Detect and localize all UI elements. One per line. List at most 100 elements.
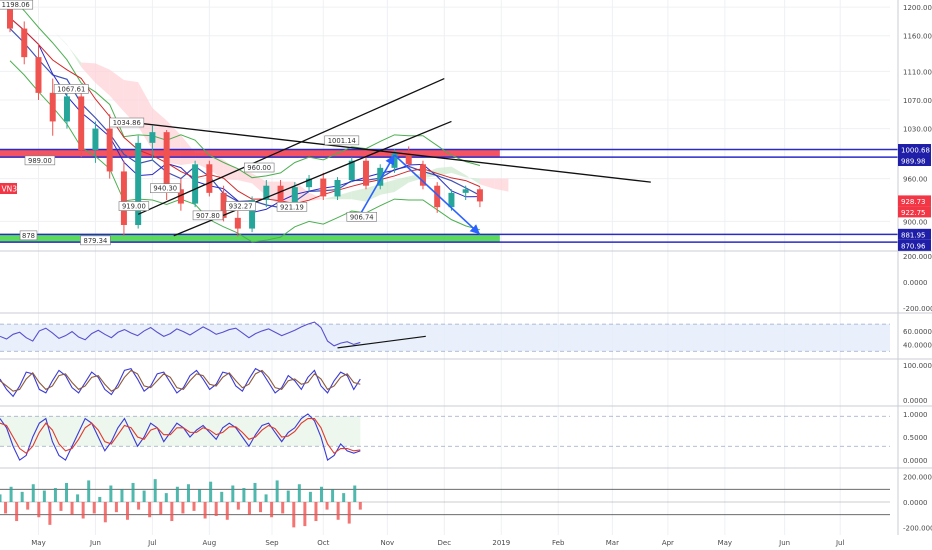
histogram-bar [259,502,263,513]
cloud-segment [66,44,82,68]
histogram-bar [325,502,329,510]
x-tick-label: Jul [147,539,157,547]
candle-body [120,171,127,225]
annotation-label: 1067.61 [57,85,85,93]
candle-body [7,8,13,29]
candle-body [234,217,241,229]
histogram-bar [9,486,13,502]
candle-body [291,187,298,206]
histogram-bar [331,489,335,502]
x-tick-label: Aug [203,539,217,547]
annotation-label: 989.00 [28,157,52,165]
annotation-box [150,183,181,194]
candle-body [206,164,213,193]
annotation-box [24,155,56,166]
annotation-box [80,235,111,246]
price-label: 928.73 [901,198,926,206]
candle-body [220,192,227,218]
histogram-bar [336,502,340,520]
candle-body [35,57,42,93]
histogram-bar [286,490,290,502]
annotation-box [19,230,38,241]
candle-body [78,96,85,150]
price-label: 1000.68 [901,147,930,155]
symbol-tag[interactable]: VN30 [0,183,22,194]
x-tick-label: Mar [606,539,619,547]
candle-body [434,185,441,208]
stoch-b-k [0,413,361,461]
histogram-bar [120,489,124,502]
rsi-trendline [337,335,426,349]
histogram-bar [192,502,196,511]
histogram-bar [98,496,102,502]
panel-y-tick: 1.0000 [903,411,928,419]
y-tick-label: 1030.00 [903,126,932,134]
x-tick-label: Dec [438,539,452,547]
annotation-box [276,201,308,212]
histogram-bar [297,484,301,502]
annotation-box [53,84,89,94]
histogram-bar [81,502,85,519]
cloud-segment [81,62,96,83]
x-tick-label: Feb [552,539,565,547]
price-label-bg [898,206,931,218]
histogram-bar [198,489,202,502]
histogram-bar [0,494,2,502]
projection-arrow [393,154,481,235]
annotation-label: 1034.86 [113,119,141,127]
histogram-bar [264,494,268,502]
x-tick-label: Apr [662,539,674,547]
panel-y-tick: 40.0000 [903,341,932,349]
cloud-segment [479,178,495,189]
price-axis: 1200.00 1160.00 1110.00 1070.00 1030.00 960.0… [897,0,932,535]
x-tick-label: May [718,539,732,547]
histogram-bar [347,502,351,524]
histogram-bar [303,502,307,527]
histogram-bar [109,485,113,502]
annotation-label: 932.27 [229,203,253,211]
histogram-bar [26,502,30,510]
histogram-bar [31,484,35,502]
annotation-label: 906.74 [350,213,374,221]
candle-body [149,132,156,143]
histogram-bar [65,482,69,502]
annotation-label: 879.34 [84,237,108,245]
histogram-bar [292,502,296,528]
annotation-label: 919.00 [122,203,146,211]
candle-body [263,185,270,200]
cloud-segment [465,175,480,185]
cloud-segment [252,173,267,196]
annotation-box [324,135,360,146]
candle-body [277,185,284,206]
histogram-bar [42,490,46,502]
histogram-bar [275,480,279,502]
histogram-bar [231,485,235,502]
histogram-bar [37,502,41,518]
time-axis: May Jun Jul Aug Sep Oct Nov Dec 2019 Feb Mar Apr May… [31,539,844,547]
panel-y-tick: 0.5000 [903,434,928,442]
cloud-segment [380,179,395,195]
candle-body [192,164,199,204]
annotation-label: 878 [22,232,35,240]
candle-body [92,128,99,150]
histogram-bar [236,502,240,510]
x-tick-label: Sep [265,539,279,547]
histogram-bar [76,494,80,502]
histogram-bar [142,490,146,502]
histogram-bar [270,502,274,518]
price-label: 870.96 [901,242,926,250]
histogram-bar [137,502,141,510]
candle-body [21,28,28,58]
panel-y-tick: -200.0000 [903,524,932,532]
histogram-bar [203,502,207,519]
cloud-segment [323,195,338,200]
cloud-segment [337,191,352,200]
price-zones [0,148,898,243]
histogram-bar [159,502,163,515]
trendline [123,120,651,183]
price-label: 989.98 [901,158,926,166]
annotation-label: 1198.06 [2,1,30,9]
histogram-bar [87,480,91,502]
cloud-segment [266,181,281,206]
candle-body [177,189,184,204]
